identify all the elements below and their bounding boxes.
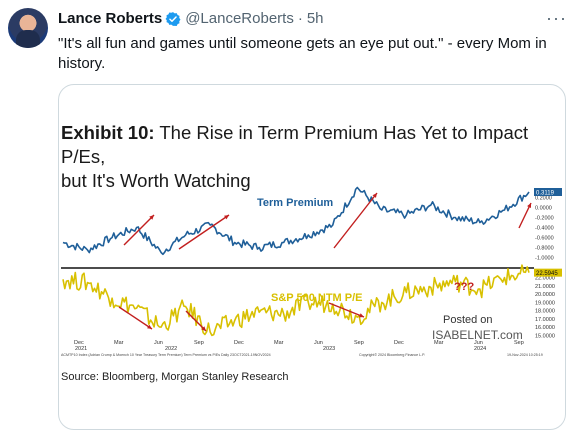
term-premium-ytick-5: -0.8000 [535,246,554,252]
pe-last-value-box [534,268,562,277]
xtick-0: Dec [74,340,84,346]
xtick-4: Dec [234,340,244,346]
red-arrow-3 [518,202,532,229]
pe-ytick-7: 15.0000 [535,333,555,339]
pe-panel: 22.0000 21.0000 20.0000 19.0000 18.0000 17.00… [62,264,562,339]
red-arrowhead-1 [224,215,229,220]
year-label-2: 2023 [323,346,335,352]
post-image[interactable]: Exhibit 10: The Rise in Term Premium Has… [58,84,566,430]
red-arrow-6 [328,302,365,318]
xtick-9: Mar [434,340,444,346]
pe-last-value-label: 22.5945 [536,271,558,277]
term-premium-ytick-3: -0.4000 [535,226,554,232]
red-arrow-4 [118,306,153,330]
pe-series-title: S&P 500 NTM P/E [271,292,363,304]
post-time[interactable]: 5h [306,10,324,27]
author-handle[interactable]: @LanceRoberts [185,10,294,27]
watermark-line1: Posted on [443,314,493,326]
pe-ytick-0: 22.0000 [535,276,555,282]
term-premium-series-line [62,186,530,256]
separator-dot: · [297,10,303,27]
x-axis: Dec Mar Jun Sep Dec Mar Jun Sep Dec Mar Jun Sep 2021… [74,340,524,352]
xtick-8: Dec [394,340,404,346]
xtick-11: Sep [514,340,524,346]
footer-left: ACMTP10 Index (Adrian Crump & Moench 10 … [61,353,271,357]
red-arrowhead-2 [372,193,377,198]
pe-ytick-4: 18.0000 [535,309,555,315]
red-arrow-5 [185,310,207,332]
term-premium-ytick-6: -1.0000 [535,256,554,262]
term-premium-panel: 0.2000 0.0000 -0.2000 -0.4000 -0.6000 -0.8000… [62,186,562,262]
xtick-2: Jun [154,340,163,346]
red-arrowhead-4 [147,324,152,329]
xtick-3: Sep [194,340,204,346]
term-premium-ytick-1: 0.0000 [535,206,552,212]
xtick-5: Mar [274,340,284,346]
avatar[interactable] [8,8,48,48]
year-label-1: 2022 [165,346,177,352]
more-dots-icon[interactable]: ··· [546,8,567,28]
post-text: "It's all fun and games until someone ge… [58,35,547,72]
year-label-0: 2021 [75,346,87,352]
red-arrowhead-0 [149,215,154,220]
term-premium-last-value-box [534,188,562,196]
question-annotation: ??? [454,281,474,293]
footer-mid: Copyright© 2024 Bloomberg Finance L.P. [359,353,425,357]
red-arrowhead-5 [201,326,206,331]
author-name[interactable]: Lance Roberts [58,10,163,27]
exhibit-title: Exhibit 10: The Rise in Term Premium Has… [61,121,561,193]
chart-source: Source: Bloomberg, Morgan Stanley Resear… [61,371,289,383]
red-arrow-2 [333,192,378,249]
pe-ytick-6: 16.0000 [535,325,555,331]
footer-right: 19-Nov-2024 10:25:19 [507,353,543,357]
xtick-6: Jun [314,340,323,346]
pe-ytick-2: 20.0000 [535,292,555,298]
red-arrow-1 [178,214,230,250]
term-premium-ytick-2: -0.2000 [535,216,554,222]
xtick-1: Mar [114,340,124,346]
term-premium-pe-chart: 0.2000 0.0000 -0.2000 -0.4000 -0.6000 -0.8000… [61,186,562,357]
term-premium-last-value-label: 0.3119 [536,191,555,197]
term-premium-ytick-0: 0.2000 [535,196,552,202]
xtick-10: Jun [474,340,483,346]
post-header: Lance Roberts @LanceRoberts · 5h [58,10,324,27]
red-arrow-0 [123,214,155,246]
watermark-line2: ISABELNET.com [432,328,523,342]
pe-ytick-3: 19.0000 [535,300,555,306]
year-label-3: 2024 [474,346,486,352]
xtick-7: Sep [354,340,364,346]
exhibit-title-line1: The Rise in Term Premium Has Yet to Impa… [61,122,529,167]
verified-badge-icon [165,11,181,27]
red-arrowhead-3 [527,203,532,208]
term-premium-ytick-4: -0.6000 [535,236,554,242]
annotation-arrows [118,192,532,332]
pe-ytick-1: 21.0000 [535,284,555,290]
exhibit-label: Exhibit 10: [61,122,155,143]
exhibit-title-line2: but It's Worth Watching [61,170,251,191]
pe-series-line [62,264,530,337]
pe-ytick-5: 17.0000 [535,317,555,323]
term-premium-series-title: Term Premium [257,197,333,209]
red-arrowhead-6 [359,313,364,318]
